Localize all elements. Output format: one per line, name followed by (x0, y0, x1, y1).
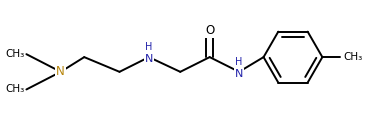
Text: N: N (57, 65, 65, 78)
Text: CH₃: CH₃ (5, 49, 24, 59)
Text: H: H (235, 57, 243, 67)
Text: N: N (145, 54, 153, 64)
Text: CH₃: CH₃ (343, 52, 362, 62)
Text: O: O (205, 24, 214, 37)
Text: N: N (235, 69, 243, 79)
Text: CH₃: CH₃ (5, 84, 24, 94)
Text: H: H (145, 42, 152, 52)
